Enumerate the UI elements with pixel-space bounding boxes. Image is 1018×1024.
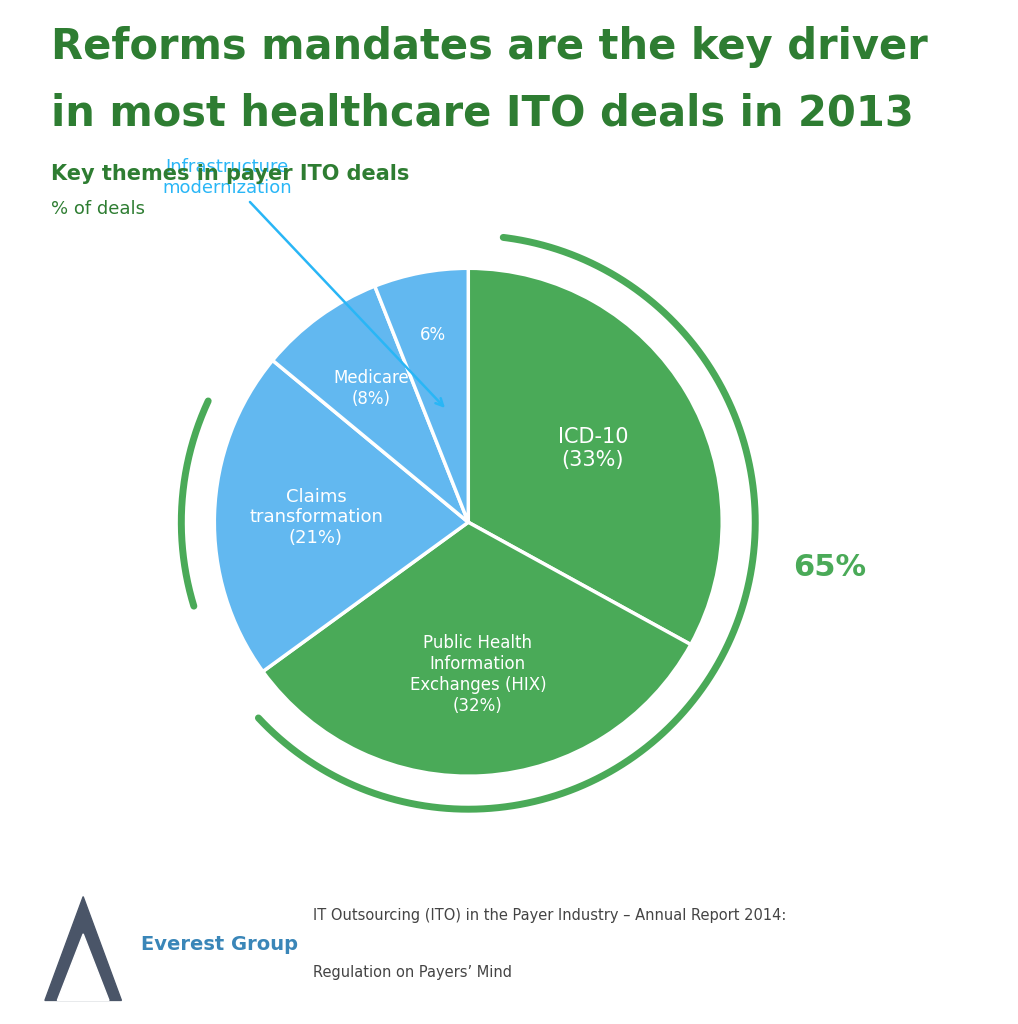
Text: ICD-10
(33%): ICD-10 (33%) xyxy=(558,427,628,470)
Wedge shape xyxy=(375,268,468,522)
Text: Key themes in payer ITO deals: Key themes in payer ITO deals xyxy=(51,164,409,184)
Text: IT Outsourcing (ITO) in the Payer Industry – Annual Report 2014:: IT Outsourcing (ITO) in the Payer Indust… xyxy=(313,908,786,924)
Text: Regulation on Payers’ Mind: Regulation on Payers’ Mind xyxy=(313,966,512,981)
Text: Everest Group: Everest Group xyxy=(140,935,297,954)
Text: Medicare
(8%): Medicare (8%) xyxy=(333,370,409,409)
Wedge shape xyxy=(273,286,468,522)
Wedge shape xyxy=(468,268,722,644)
Polygon shape xyxy=(45,897,121,1000)
Text: Reforms mandates are the key driver: Reforms mandates are the key driver xyxy=(51,26,927,68)
Text: Public Health
Information
Exchanges (HIX)
(32%): Public Health Information Exchanges (HIX… xyxy=(409,634,547,715)
Text: in most healthcare ITO deals in 2013: in most healthcare ITO deals in 2013 xyxy=(51,92,914,134)
Text: % of deals: % of deals xyxy=(51,200,145,218)
Wedge shape xyxy=(263,522,691,776)
Wedge shape xyxy=(215,360,468,672)
Text: 6%: 6% xyxy=(419,327,446,344)
Text: Infrastructure
modernization: Infrastructure modernization xyxy=(162,159,443,406)
Text: 65%: 65% xyxy=(793,553,866,583)
Text: Claims
transformation
(21%): Claims transformation (21%) xyxy=(249,487,383,547)
Polygon shape xyxy=(57,934,109,1000)
